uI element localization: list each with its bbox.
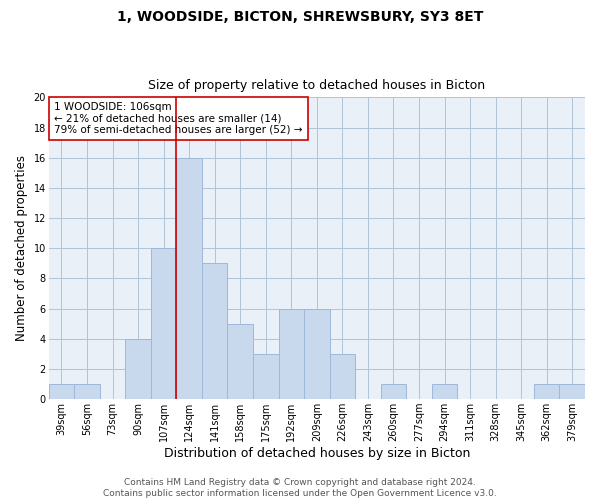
Bar xyxy=(304,308,329,399)
Text: 1 WOODSIDE: 106sqm
← 21% of detached houses are smaller (14)
79% of semi-detache: 1 WOODSIDE: 106sqm ← 21% of detached hou… xyxy=(54,102,302,135)
Bar xyxy=(559,384,585,399)
Bar xyxy=(432,384,457,399)
Bar xyxy=(227,324,253,399)
Bar xyxy=(380,384,406,399)
Y-axis label: Number of detached properties: Number of detached properties xyxy=(15,155,28,341)
Bar xyxy=(278,308,304,399)
Bar xyxy=(49,384,74,399)
Text: 1, WOODSIDE, BICTON, SHREWSBURY, SY3 8ET: 1, WOODSIDE, BICTON, SHREWSBURY, SY3 8ET xyxy=(117,10,483,24)
Title: Size of property relative to detached houses in Bicton: Size of property relative to detached ho… xyxy=(148,79,485,92)
Bar xyxy=(202,264,227,399)
Bar xyxy=(151,248,176,399)
Bar xyxy=(329,354,355,399)
X-axis label: Distribution of detached houses by size in Bicton: Distribution of detached houses by size … xyxy=(164,447,470,460)
Bar xyxy=(176,158,202,399)
Bar xyxy=(534,384,559,399)
Bar xyxy=(74,384,100,399)
Bar xyxy=(125,339,151,399)
Bar xyxy=(253,354,278,399)
Text: Contains HM Land Registry data © Crown copyright and database right 2024.
Contai: Contains HM Land Registry data © Crown c… xyxy=(103,478,497,498)
